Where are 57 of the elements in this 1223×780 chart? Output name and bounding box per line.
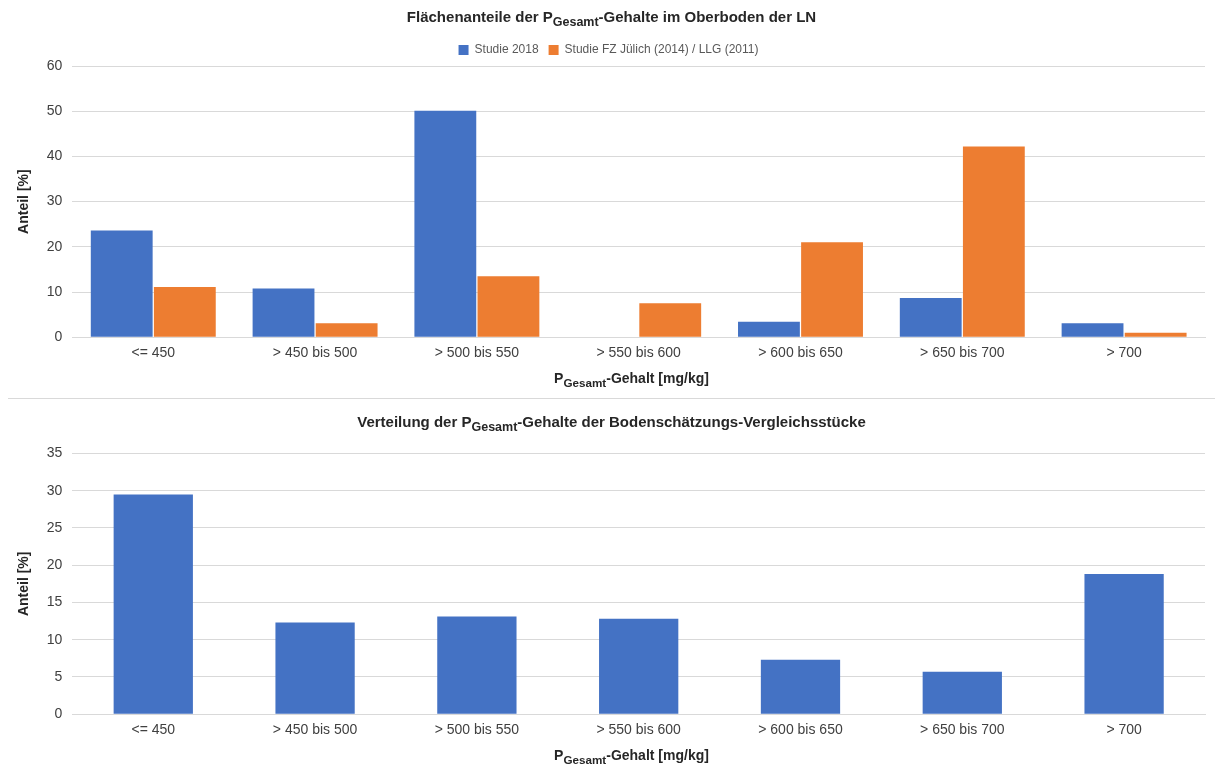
x-axis-title: P$_{Gesamt}$-Gehalt [mg/kg] xyxy=(553,370,710,391)
x-tick-label: > 700 xyxy=(1106,721,1143,738)
x-tick-label: > 500 bis 550 xyxy=(434,721,520,738)
y-tick-label: 50 xyxy=(46,102,63,119)
x-tick-label: > 650 bis 700 xyxy=(920,721,1005,738)
y-axis-title: Anteil [%] xyxy=(15,551,32,617)
x-tick-label: > 500 bis 550 xyxy=(434,344,520,361)
bar xyxy=(414,110,477,337)
y-tick-label: 30 xyxy=(46,192,63,209)
bar xyxy=(1084,574,1164,714)
bar xyxy=(962,146,1025,337)
x-tick-label: > 450 bis 500 xyxy=(272,344,358,361)
y-tick-label: 60 xyxy=(46,56,63,73)
bar xyxy=(275,622,355,714)
y-tick-label: 0 xyxy=(54,705,63,722)
bar xyxy=(252,288,315,337)
bar xyxy=(437,616,517,714)
y-tick-label: 5 xyxy=(54,667,63,684)
bar xyxy=(639,303,702,337)
bar xyxy=(922,671,1002,714)
y-tick-label: 10 xyxy=(46,282,63,299)
bar xyxy=(599,618,679,714)
y-tick-label: 0 xyxy=(54,328,63,345)
chart-title: Verteilung der P$_{Gesamt}$-Gehalte der Bodenschätzungs-Vergleichsstücke xyxy=(356,413,867,435)
bar xyxy=(477,276,540,337)
bar xyxy=(899,297,962,337)
x-tick-label: > 550 bis 600 xyxy=(596,721,682,738)
bar xyxy=(315,323,378,337)
x-tick-label: <= 450 xyxy=(131,344,176,361)
y-tick-label: 35 xyxy=(46,444,63,461)
y-tick-label: 40 xyxy=(46,147,63,164)
y-tick-label: 25 xyxy=(46,518,63,535)
x-tick-label: > 600 bis 650 xyxy=(758,344,843,361)
bar xyxy=(113,494,193,714)
y-tick-label: 30 xyxy=(46,481,63,498)
y-tick-label: 15 xyxy=(46,593,63,610)
y-tick-label: 20 xyxy=(46,556,63,573)
legend-label: Studie 2018 xyxy=(474,42,539,57)
x-tick-label: > 600 bis 650 xyxy=(758,721,843,738)
y-tick-label: 10 xyxy=(46,630,63,647)
bar xyxy=(90,230,153,337)
legend-label: Studie FZ Jülich (2014) / LLG (2011) xyxy=(564,42,759,57)
bar xyxy=(738,321,800,337)
x-tick-label: > 450 bis 500 xyxy=(272,721,358,738)
chart-title: Flächenanteile der P$_{Gesamt}$-Gehalte im Oberboden der LN xyxy=(405,8,818,30)
x-tick-label: <= 450 xyxy=(131,721,176,738)
y-tick-label: 20 xyxy=(46,237,63,254)
bar xyxy=(1061,323,1124,337)
x-tick-label: > 650 bis 700 xyxy=(920,344,1005,361)
bar xyxy=(1124,332,1187,337)
y-axis-title: Anteil [%] xyxy=(15,169,32,234)
x-axis-title: P$_{Gesamt}$-Gehalt [mg/kg] xyxy=(553,747,710,768)
bar xyxy=(801,242,863,337)
x-tick-label: > 550 bis 600 xyxy=(596,344,682,361)
bar xyxy=(153,287,216,337)
bar xyxy=(760,659,841,714)
x-tick-label: > 700 xyxy=(1106,344,1143,361)
